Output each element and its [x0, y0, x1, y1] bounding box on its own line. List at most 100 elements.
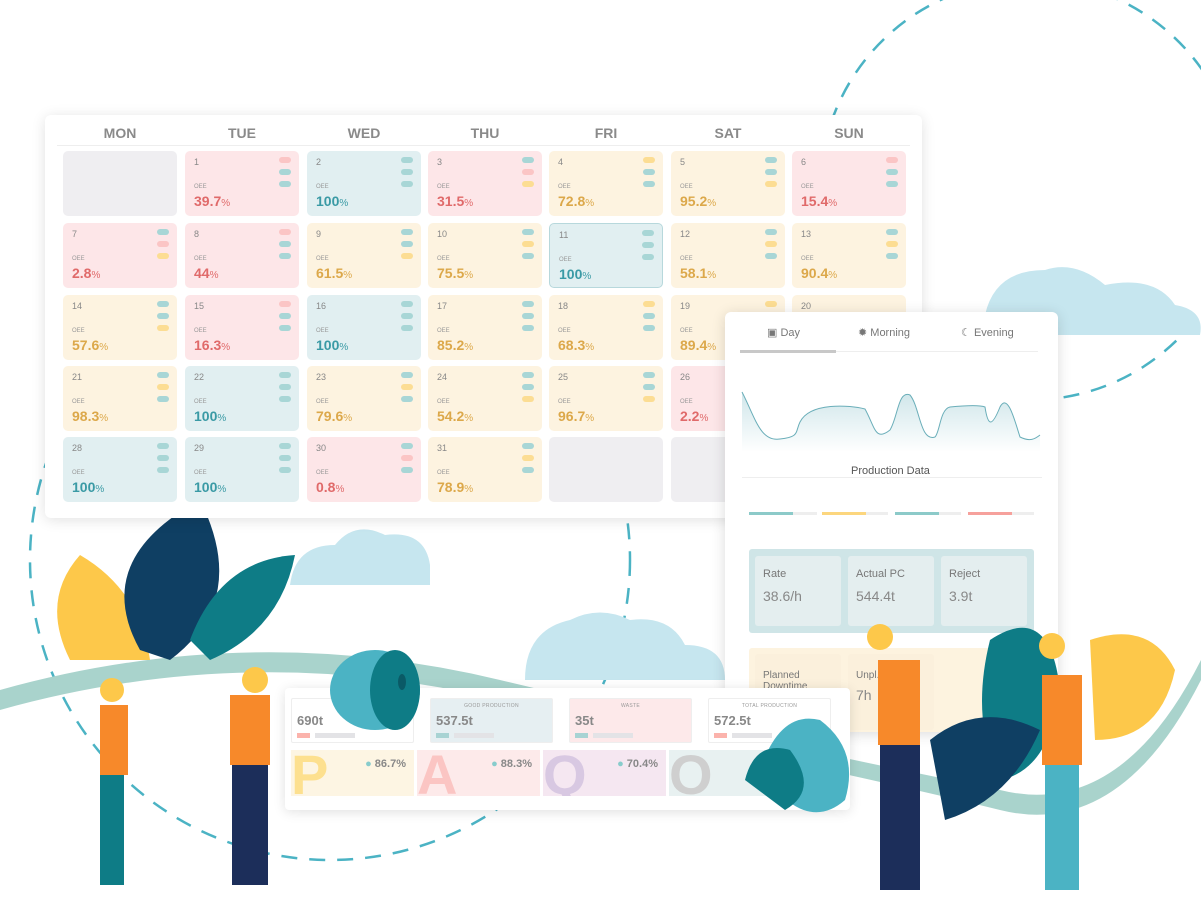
calendar-day-14[interactable]: 14 OEE 57.6% — [63, 295, 177, 360]
status-dot — [401, 396, 413, 402]
status-dot — [401, 443, 413, 449]
calendar-day-17[interactable]: 17 OEE 85.2% — [428, 295, 542, 360]
calendar-day-12[interactable]: 12 OEE 58.1% — [671, 223, 785, 288]
calendar-day-28[interactable]: 28 OEE 100% — [63, 437, 177, 502]
status-dot — [642, 230, 654, 236]
status-dot — [522, 467, 534, 473]
stats-group: Rate 38.6/h Actual PC 544.4t Reject 3.9t — [749, 549, 1034, 633]
metric-p: P ● 86.7% — [291, 750, 414, 796]
calendar-day-24[interactable]: 24 OEE 54.2% — [428, 366, 542, 431]
day-number: 12 — [680, 229, 691, 239]
status-dot — [401, 384, 413, 390]
day-number: 10 — [437, 229, 448, 239]
oee-label: OEE — [194, 328, 207, 334]
calendar-day-11[interactable]: 11 OEE 100% — [549, 223, 663, 288]
weekday-header: MON — [103, 125, 137, 141]
status-dot — [157, 443, 169, 449]
calendar-day-5[interactable]: 5 OEE 95.2% — [671, 151, 785, 216]
tab-evening[interactable]: ☾ Evening — [961, 327, 1014, 339]
status-dot — [157, 229, 169, 235]
status-dot — [279, 157, 291, 163]
calendar-day-31[interactable]: 31 OEE 78.9% — [428, 437, 542, 502]
oee-label: OEE — [316, 328, 329, 334]
tab-day[interactable]: ▣ Day — [767, 327, 801, 339]
oee-label: OEE — [316, 184, 329, 190]
oee-value: 79.6% — [316, 408, 353, 424]
day-number: 3 — [437, 157, 443, 167]
status-dot — [643, 372, 655, 378]
status-dot — [279, 372, 291, 378]
kpi-value: 572.5t — [714, 713, 751, 728]
status-dot — [279, 443, 291, 449]
calendar-day-4[interactable]: 4 OEE 72.8% — [549, 151, 663, 216]
calendar-day-18[interactable]: 18 OEE 68.3% — [549, 295, 663, 360]
calendar-day-15[interactable]: 15 OEE 16.3% — [185, 295, 299, 360]
status-dot — [401, 241, 413, 247]
status-dot — [401, 301, 413, 307]
oee-label: OEE — [680, 184, 693, 190]
calendar-day-2[interactable]: 2 OEE 100% — [307, 151, 421, 216]
oee-value: 100% — [559, 266, 592, 282]
day-number: 22 — [194, 372, 205, 382]
oee-value: 89.4% — [680, 337, 717, 353]
calendar-day-30[interactable]: 30 OEE 0.8% — [307, 437, 421, 502]
calendar-day-9[interactable]: 9 OEE 61.5% — [307, 223, 421, 288]
progress-bar — [822, 512, 866, 515]
oee-label: OEE — [316, 470, 329, 476]
oee-label: OEE — [437, 256, 450, 262]
day-number: 31 — [437, 443, 448, 453]
day-number: 11 — [559, 230, 569, 240]
status-dot — [401, 253, 413, 259]
status-dot — [157, 455, 169, 461]
metric-q: Q ● 70.4% — [543, 750, 666, 796]
kpi-label: TOTAL PRODUCTION — [741, 703, 798, 709]
oee-value: 54.2% — [437, 408, 474, 424]
calendar-day-23[interactable]: 23 OEE 79.6% — [307, 366, 421, 431]
status-dot — [157, 396, 169, 402]
calendar-day-16[interactable]: 16 OEE 100% — [307, 295, 421, 360]
status-dot — [522, 372, 534, 378]
metric-letter: P — [291, 750, 329, 796]
kpi-label: GOOD PRODUCTION — [464, 703, 519, 709]
oee-value: 100% — [316, 193, 349, 209]
calendar-day-3[interactable]: 3 OEE 31.5% — [428, 151, 542, 216]
calendar-day-6[interactable]: 6 OEE 15.4% — [792, 151, 906, 216]
calendar-day-1[interactable]: 1 OEE 39.7% — [185, 151, 299, 216]
status-dot — [279, 313, 291, 319]
tab-morning[interactable]: ✹ Morning — [858, 327, 911, 339]
status-dot — [765, 241, 777, 247]
calendar-day-25[interactable]: 25 OEE 96.7% — [549, 366, 663, 431]
calendar-day-8[interactable]: 8 OEE 44% — [185, 223, 299, 288]
status-dot — [157, 301, 169, 307]
calendar-day-29[interactable]: 29 OEE 100% — [185, 437, 299, 502]
weekday-header: SAT — [714, 125, 742, 141]
oee-label: OEE — [801, 184, 814, 190]
status-dot — [643, 325, 655, 331]
day-number: 4 — [558, 157, 564, 167]
cloud-icon — [525, 612, 725, 680]
unplanned-downtime-label: Unpl... Dow... — [856, 670, 916, 681]
status-dot — [522, 301, 534, 307]
day-number: 24 — [437, 372, 448, 382]
calendar-day-13[interactable]: 13 OEE 90.4% — [792, 223, 906, 288]
day-number: 30 — [316, 443, 327, 453]
status-dot — [642, 242, 654, 248]
day-number: 6 — [801, 157, 807, 167]
status-dot — [279, 301, 291, 307]
status-dot — [401, 229, 413, 235]
cloud-icon — [290, 529, 430, 585]
calendar-empty-cell — [549, 437, 663, 502]
oee-label: OEE — [680, 399, 693, 405]
status-dot — [522, 396, 534, 402]
oee-label: OEE — [72, 470, 85, 476]
kpi-card: WASTE 35t — [569, 698, 692, 743]
calendar-day-7[interactable]: 7 OEE 2.8% — [63, 223, 177, 288]
calendar-day-21[interactable]: 21 OEE 98.3% — [63, 366, 177, 431]
calendar-day-10[interactable]: 10 OEE 75.5% — [428, 223, 542, 288]
oee-calendar: MON TUE WED THU FRI SAT SUN 1 OEE 39.7% 2 OEE 100% 3… — [45, 115, 922, 518]
production-trend-chart — [741, 391, 1041, 452]
stat-rate: Rate 38.6/h — [755, 556, 841, 626]
status-dot — [643, 169, 655, 175]
stat-actual-pc: Actual PC 544.4t — [848, 556, 934, 626]
calendar-day-22[interactable]: 22 OEE 100% — [185, 366, 299, 431]
